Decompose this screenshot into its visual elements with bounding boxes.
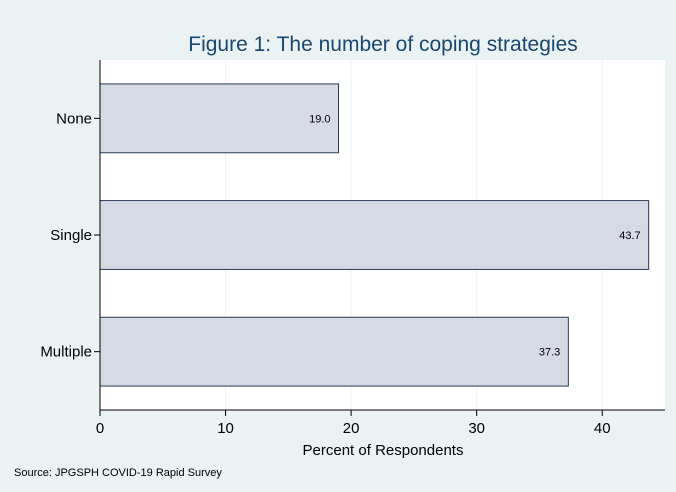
x-tick-label: 20: [343, 420, 360, 437]
category-labels: None Single Multiple: [40, 110, 100, 361]
bars: [99, 83, 650, 387]
x-tick-label: 10: [217, 420, 234, 437]
x-tick-label: 30: [468, 420, 485, 437]
bar-labels: 19.0 43.7 37.3: [309, 113, 641, 358]
category-label: Single: [50, 227, 92, 244]
category-label: None: [56, 110, 92, 127]
bar: [99, 316, 569, 387]
x-axis-title: Percent of Respondents: [303, 442, 464, 459]
bar-value-label: 43.7: [619, 230, 640, 242]
x-tick-label: 0: [96, 420, 104, 437]
category-label: Multiple: [40, 344, 92, 361]
bar-value-label: 37.3: [539, 347, 560, 359]
bar-value-label: 19.0: [309, 113, 330, 125]
chart-title: Figure 1: The number of coping strategie…: [188, 33, 578, 56]
bar: [99, 83, 340, 154]
x-tick-label: 40: [594, 420, 611, 437]
x-axis-ticks: 0 10 20 30 40: [96, 410, 611, 437]
bar: [99, 200, 650, 270]
source-note: Source: JPGSPH COVID-19 Rapid Survey: [14, 467, 222, 479]
